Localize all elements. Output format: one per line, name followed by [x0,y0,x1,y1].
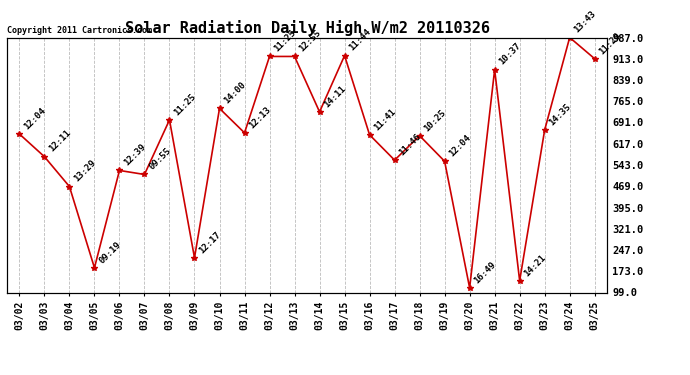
Text: Copyright 2011 Cartronics.com: Copyright 2011 Cartronics.com [7,26,152,35]
Text: 12:04: 12:04 [447,133,473,159]
Text: 10:25: 10:25 [422,108,448,133]
Text: 14:11: 14:11 [322,84,348,109]
Text: 11:25: 11:25 [273,28,297,54]
Text: 09:55: 09:55 [147,146,172,172]
Text: 11:46: 11:46 [397,132,423,158]
Text: 12:13: 12:13 [247,105,273,130]
Text: 11:28: 11:28 [598,31,623,56]
Text: 11:25: 11:25 [172,92,197,117]
Text: 11:44: 11:44 [347,27,373,53]
Text: 12:39: 12:39 [122,142,148,168]
Title: Solar Radiation Daily High W/m2 20110326: Solar Radiation Daily High W/m2 20110326 [125,20,489,36]
Text: 12:17: 12:17 [197,230,223,255]
Text: 12:55: 12:55 [297,28,323,54]
Text: 16:49: 16:49 [473,260,497,285]
Text: 13:43: 13:43 [573,9,598,35]
Text: 14:35: 14:35 [547,102,573,127]
Text: 12:11: 12:11 [47,129,72,154]
Text: 13:29: 13:29 [72,158,97,184]
Text: 14:21: 14:21 [522,253,548,278]
Text: 10:37: 10:37 [497,42,523,67]
Text: 09:19: 09:19 [97,240,123,265]
Text: 14:00: 14:00 [222,80,248,106]
Text: 12:04: 12:04 [22,106,48,131]
Text: 11:41: 11:41 [373,107,397,132]
